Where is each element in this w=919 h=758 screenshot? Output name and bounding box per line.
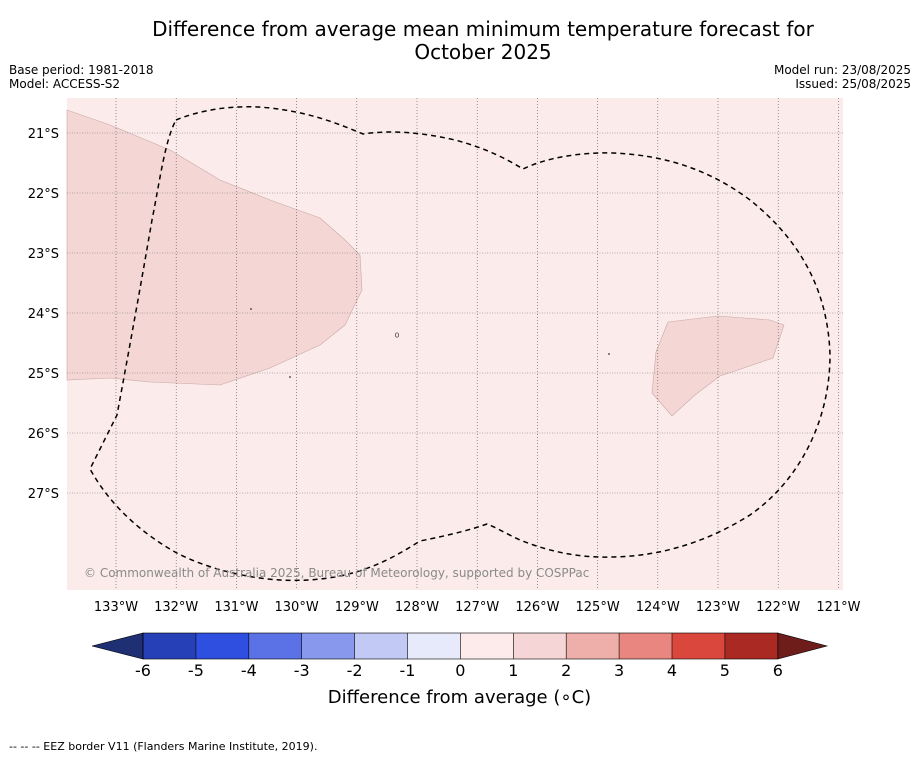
graticule (67, 98, 843, 590)
footer-note: -- -- -- EEZ border V11 (Flanders Marine… (9, 740, 318, 753)
latitude-label: 21°S (28, 127, 59, 142)
issued-text: Issued: 25/08/2025 (795, 77, 911, 91)
island-marker (395, 332, 399, 338)
colorbar-segment (301, 633, 355, 659)
island-marker (289, 376, 291, 378)
longitude-label: 123°W (696, 600, 740, 615)
anomaly-area-east (651, 315, 785, 417)
title-line-1: Difference from average mean minimum tem… (152, 17, 814, 41)
colorbar-segment (195, 633, 249, 659)
longitude-labels: 133°W 132°W 131°W 130°W 129°W 128°W 127°W 126°W… (94, 600, 861, 615)
colorbar-segment (724, 633, 778, 659)
longitude-label: 121°W (816, 600, 860, 615)
colorbar-segment (513, 633, 567, 659)
base-period-text: Base period: 1981-2018 (9, 63, 154, 77)
left-metadata: Base period: 1981-2018 Model: ACCESS-S2 (9, 63, 154, 91)
longitude-label: 127°W (455, 600, 499, 615)
model-text: Model: ACCESS-S2 (9, 77, 121, 91)
colorbar-segment (143, 633, 196, 659)
colorbar-segment (248, 633, 302, 659)
colorbar-tick-label: -2 (347, 661, 363, 680)
longitude-label: 130°W (275, 600, 319, 615)
colorbar-tick-label: 6 (773, 661, 783, 680)
island-markers (250, 308, 610, 378)
longitude-label: 125°W (576, 600, 620, 615)
island-marker (250, 308, 252, 310)
longitude-label: 131°W (214, 600, 258, 615)
latitude-label: 27°S (28, 487, 59, 502)
title-line-2: October 2025 (414, 40, 552, 64)
colorbar-tick-label: -3 (294, 661, 310, 680)
latitude-label: 23°S (28, 247, 59, 262)
model-run-text: Model run: 23/08/2025 (773, 63, 911, 77)
latitude-label: 25°S (28, 367, 59, 382)
colorbar-tick-label: 0 (455, 661, 465, 680)
colorbar-tick-label: -5 (188, 661, 204, 680)
colorbar-tick-label: 1 (508, 661, 518, 680)
island-marker (608, 353, 610, 355)
longitude-label: 128°W (395, 600, 439, 615)
colorbar-segment (619, 633, 672, 659)
longitude-label: 132°W (154, 600, 198, 615)
latitude-label: 24°S (28, 307, 59, 322)
copyright-text: © Commonwealth of Australia 2025, Bureau… (84, 566, 589, 580)
latitude-label: 22°S (28, 187, 59, 202)
colorbar-tick-label: 2 (561, 661, 571, 680)
colorbar-segment (407, 633, 461, 659)
right-metadata: Model run: 23/08/2025 Issued: 25/08/2025 (774, 63, 911, 91)
colorbar-tick-label: 5 (720, 661, 730, 680)
colorbar-tick-label: 4 (667, 661, 677, 680)
colorbar (91, 632, 829, 660)
colorbar-tick-label: -1 (400, 661, 416, 680)
colorbar-outline (142, 632, 779, 660)
map-title: Difference from average mean minimum tem… (0, 18, 919, 64)
colorbar-segment (460, 633, 514, 659)
colorbar-segment (566, 633, 620, 659)
colorbar-tick-labels: -6 -5 -4 -3 -2 -1 0 1 2 3 4 5 6 (135, 661, 783, 680)
longitude-label: 126°W (515, 600, 559, 615)
longitude-label: 124°W (636, 600, 680, 615)
colorbar-extension-low (91, 632, 144, 660)
longitude-label: 122°W (756, 600, 800, 615)
colorbar-tick-label: -6 (135, 661, 151, 680)
longitude-label: 133°W (94, 600, 138, 615)
latitude-label: 26°S (28, 427, 59, 442)
colorbar-tick-label: 3 (614, 661, 624, 680)
colorbar-segment (672, 633, 725, 659)
colorbar-segment (354, 633, 408, 659)
colorbar-extension-high (777, 632, 829, 660)
latitude-labels: 21°S 22°S 23°S 24°S 25°S 26°S 27°S (28, 127, 59, 502)
anomaly-area-west (66, 109, 363, 386)
colorbar-tick-label: -4 (241, 661, 257, 680)
longitude-label: 129°W (335, 600, 379, 615)
colorbar-title: Difference from average (∘C) (327, 687, 592, 708)
eez-border (89, 106, 831, 582)
